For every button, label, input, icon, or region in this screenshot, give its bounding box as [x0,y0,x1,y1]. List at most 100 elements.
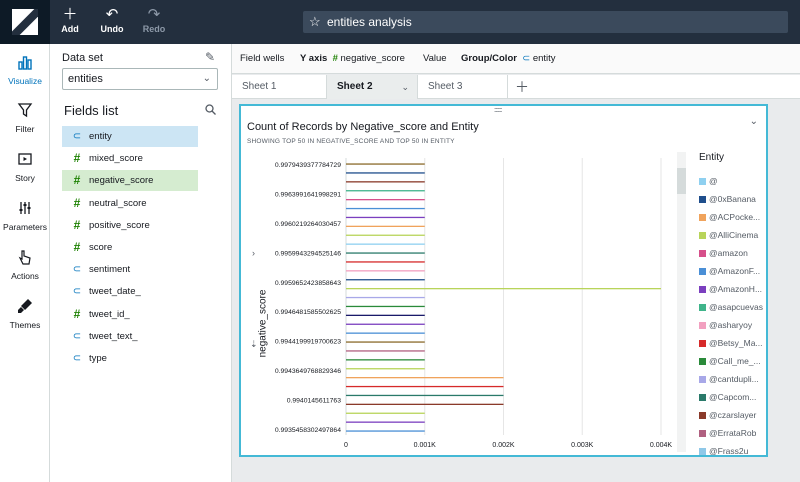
story-icon [0,151,50,173]
group-color-well-value: entity [532,53,556,64]
legend-swatch [699,196,706,203]
x-tick-label: 0.001K [414,442,437,449]
measure-icon: # [73,173,81,188]
value-well[interactable]: Value [423,44,447,74]
legend-item-label: @Frass2u [709,446,749,456]
field-item-sentiment[interactable]: ⊂ sentiment [62,259,198,280]
legend-item[interactable]: @ACPocke... [699,212,760,222]
search-icon[interactable] [205,104,216,118]
chevron-down-icon[interactable]: ⌄ [401,82,409,92]
redo-button[interactable]: ↷ Redo [134,6,174,34]
field-item-entity[interactable]: ⊂ entity [62,126,198,147]
legend-item[interactable]: @ErrataRob [699,428,756,438]
field-item-tweet-id[interactable]: # tweet_id_ [62,304,198,325]
legend-item[interactable]: @Call_me_... [699,356,761,366]
tab-sheet-1[interactable]: Sheet 1 [232,75,327,99]
field-item-label: score [89,242,113,253]
y-tick-label: 0.9935458302497864 [275,427,341,434]
legend-swatch [699,214,706,221]
field-item-score[interactable]: # score [62,237,198,258]
measure-icon: # [73,195,81,210]
field-item-neutral-score[interactable]: # neutral_score [62,193,198,214]
legend-swatch [699,340,706,347]
legend-item-label: @AlliCinema [709,230,759,240]
legend-item[interactable]: @Frass2u [699,446,748,456]
bar [346,341,425,343]
legend-item[interactable]: @amazon [699,248,748,258]
bar-chart-icon [0,54,50,76]
nav-parameters[interactable]: Parameters [0,200,50,232]
quicksight-logo[interactable] [0,0,50,44]
tab-sheet-2[interactable]: Sheet 2 ⌄ [327,75,418,99]
legend-item-label: @ [709,176,718,186]
visual-menu-chevron-icon[interactable]: ⌄ [749,116,758,127]
legend-item[interactable]: @Capcom... [699,392,756,402]
legend-item[interactable]: @AlliCinema [699,230,758,240]
nav-filter[interactable]: Filter [0,102,50,134]
field-item-negative-score[interactable]: # negative_score [62,170,198,192]
top-toolbar: ＋ Add ↶ Undo ↷ Redo ☆ entities analysis [0,0,800,44]
dataset-select[interactable]: entities ⌄ [62,68,218,90]
dimension-icon: ⊂ [72,286,82,298]
legend-item-label: @asharyoy [709,320,753,330]
filter-icon [0,102,50,124]
legend-item[interactable]: @ [699,176,718,186]
legend-item-label: @cantdupli... [709,374,759,384]
nav-actions[interactable]: Actions [0,249,50,281]
expand-axis-icon[interactable]: › [252,248,255,258]
bar [346,279,425,281]
legend-item[interactable]: @cantdupli... [699,374,759,384]
sort-icon[interactable]: ⇣ [250,339,258,349]
legend-item[interactable]: @asapcuevas [699,302,763,312]
field-item-positive-score[interactable]: # positive_score [62,215,198,236]
bar [346,332,425,334]
legend-item[interactable]: @0xBanana [699,194,756,204]
edit-dataset-icon[interactable]: ✎ [205,50,216,64]
dimension-icon: ⊂ [72,264,82,276]
legend-item[interactable]: @Betsy_Ma... [699,338,763,348]
legend-item[interactable]: @czarslayer [699,410,756,420]
dataset-label: Data set [62,52,103,64]
legend-scrollbar[interactable] [677,152,686,452]
star-icon[interactable]: ☆ [309,14,321,29]
legend-item[interactable]: @AmazonF... [699,266,760,276]
actions-icon [0,249,50,271]
bar [346,288,661,290]
nav-visualize[interactable]: Visualize [0,54,50,86]
field-item-type[interactable]: ⊂ type [62,348,198,369]
visual-card[interactable]: :::::::: Count of Records by Negative_sc… [239,104,768,457]
field-wells-title[interactable]: Field wells [240,53,285,64]
legend-item[interactable]: @AmazonH... [699,284,762,294]
y-tick-label: 0.9946481585502625 [275,309,341,316]
group-color-well[interactable]: Group/Color ⊂ entity [461,44,556,74]
dimension-icon: ⊂ [72,131,82,142]
field-item-mixed-score[interactable]: # mixed_score [62,148,198,169]
analysis-title: entities analysis [327,15,412,29]
bar [346,243,425,245]
field-item-tweet-date[interactable]: ⊂ tweet_date_ [62,281,198,302]
legend-item-label: @amazon [709,248,748,258]
logo-icon [12,9,38,35]
legend-scroll-thumb[interactable] [677,168,686,194]
add-sheet-icon[interactable]: ＋ [515,79,529,95]
measure-icon: # [73,240,81,254]
add-button[interactable]: ＋ Add [50,6,90,34]
dimension-icon: ⊂ [72,353,82,364]
field-item-tweet-text[interactable]: ⊂ tweet_text_ [62,326,198,347]
y-tick-label: 0.9963991641998291 [275,191,341,198]
legend-swatch [699,358,706,365]
tab-sheet-2-label: Sheet 2 [337,81,373,92]
tab-sheet-3[interactable]: Sheet 3 [418,75,508,99]
legend-item-label: @Betsy_Ma... [709,338,763,348]
undo-button[interactable]: ↶ Undo [92,6,132,34]
legend-item[interactable]: @asharyoy [699,320,752,330]
drag-handle-icon[interactable]: :::::::: [494,107,503,114]
nav-visualize-label: Visualize [8,76,42,86]
y-tick-label: 0.9960219264030457 [275,221,341,228]
y-axis-well[interactable]: Y axis # negative_score [300,44,405,74]
nav-themes[interactable]: Themes [0,298,50,330]
legend: Entity @ @0xBanana @ACPocke... @AlliCinema @… [677,148,767,456]
nav-story[interactable]: Story [0,151,50,183]
plus-icon: ＋ [62,6,78,23]
analysis-title-box[interactable]: ☆ entities analysis [303,11,788,33]
